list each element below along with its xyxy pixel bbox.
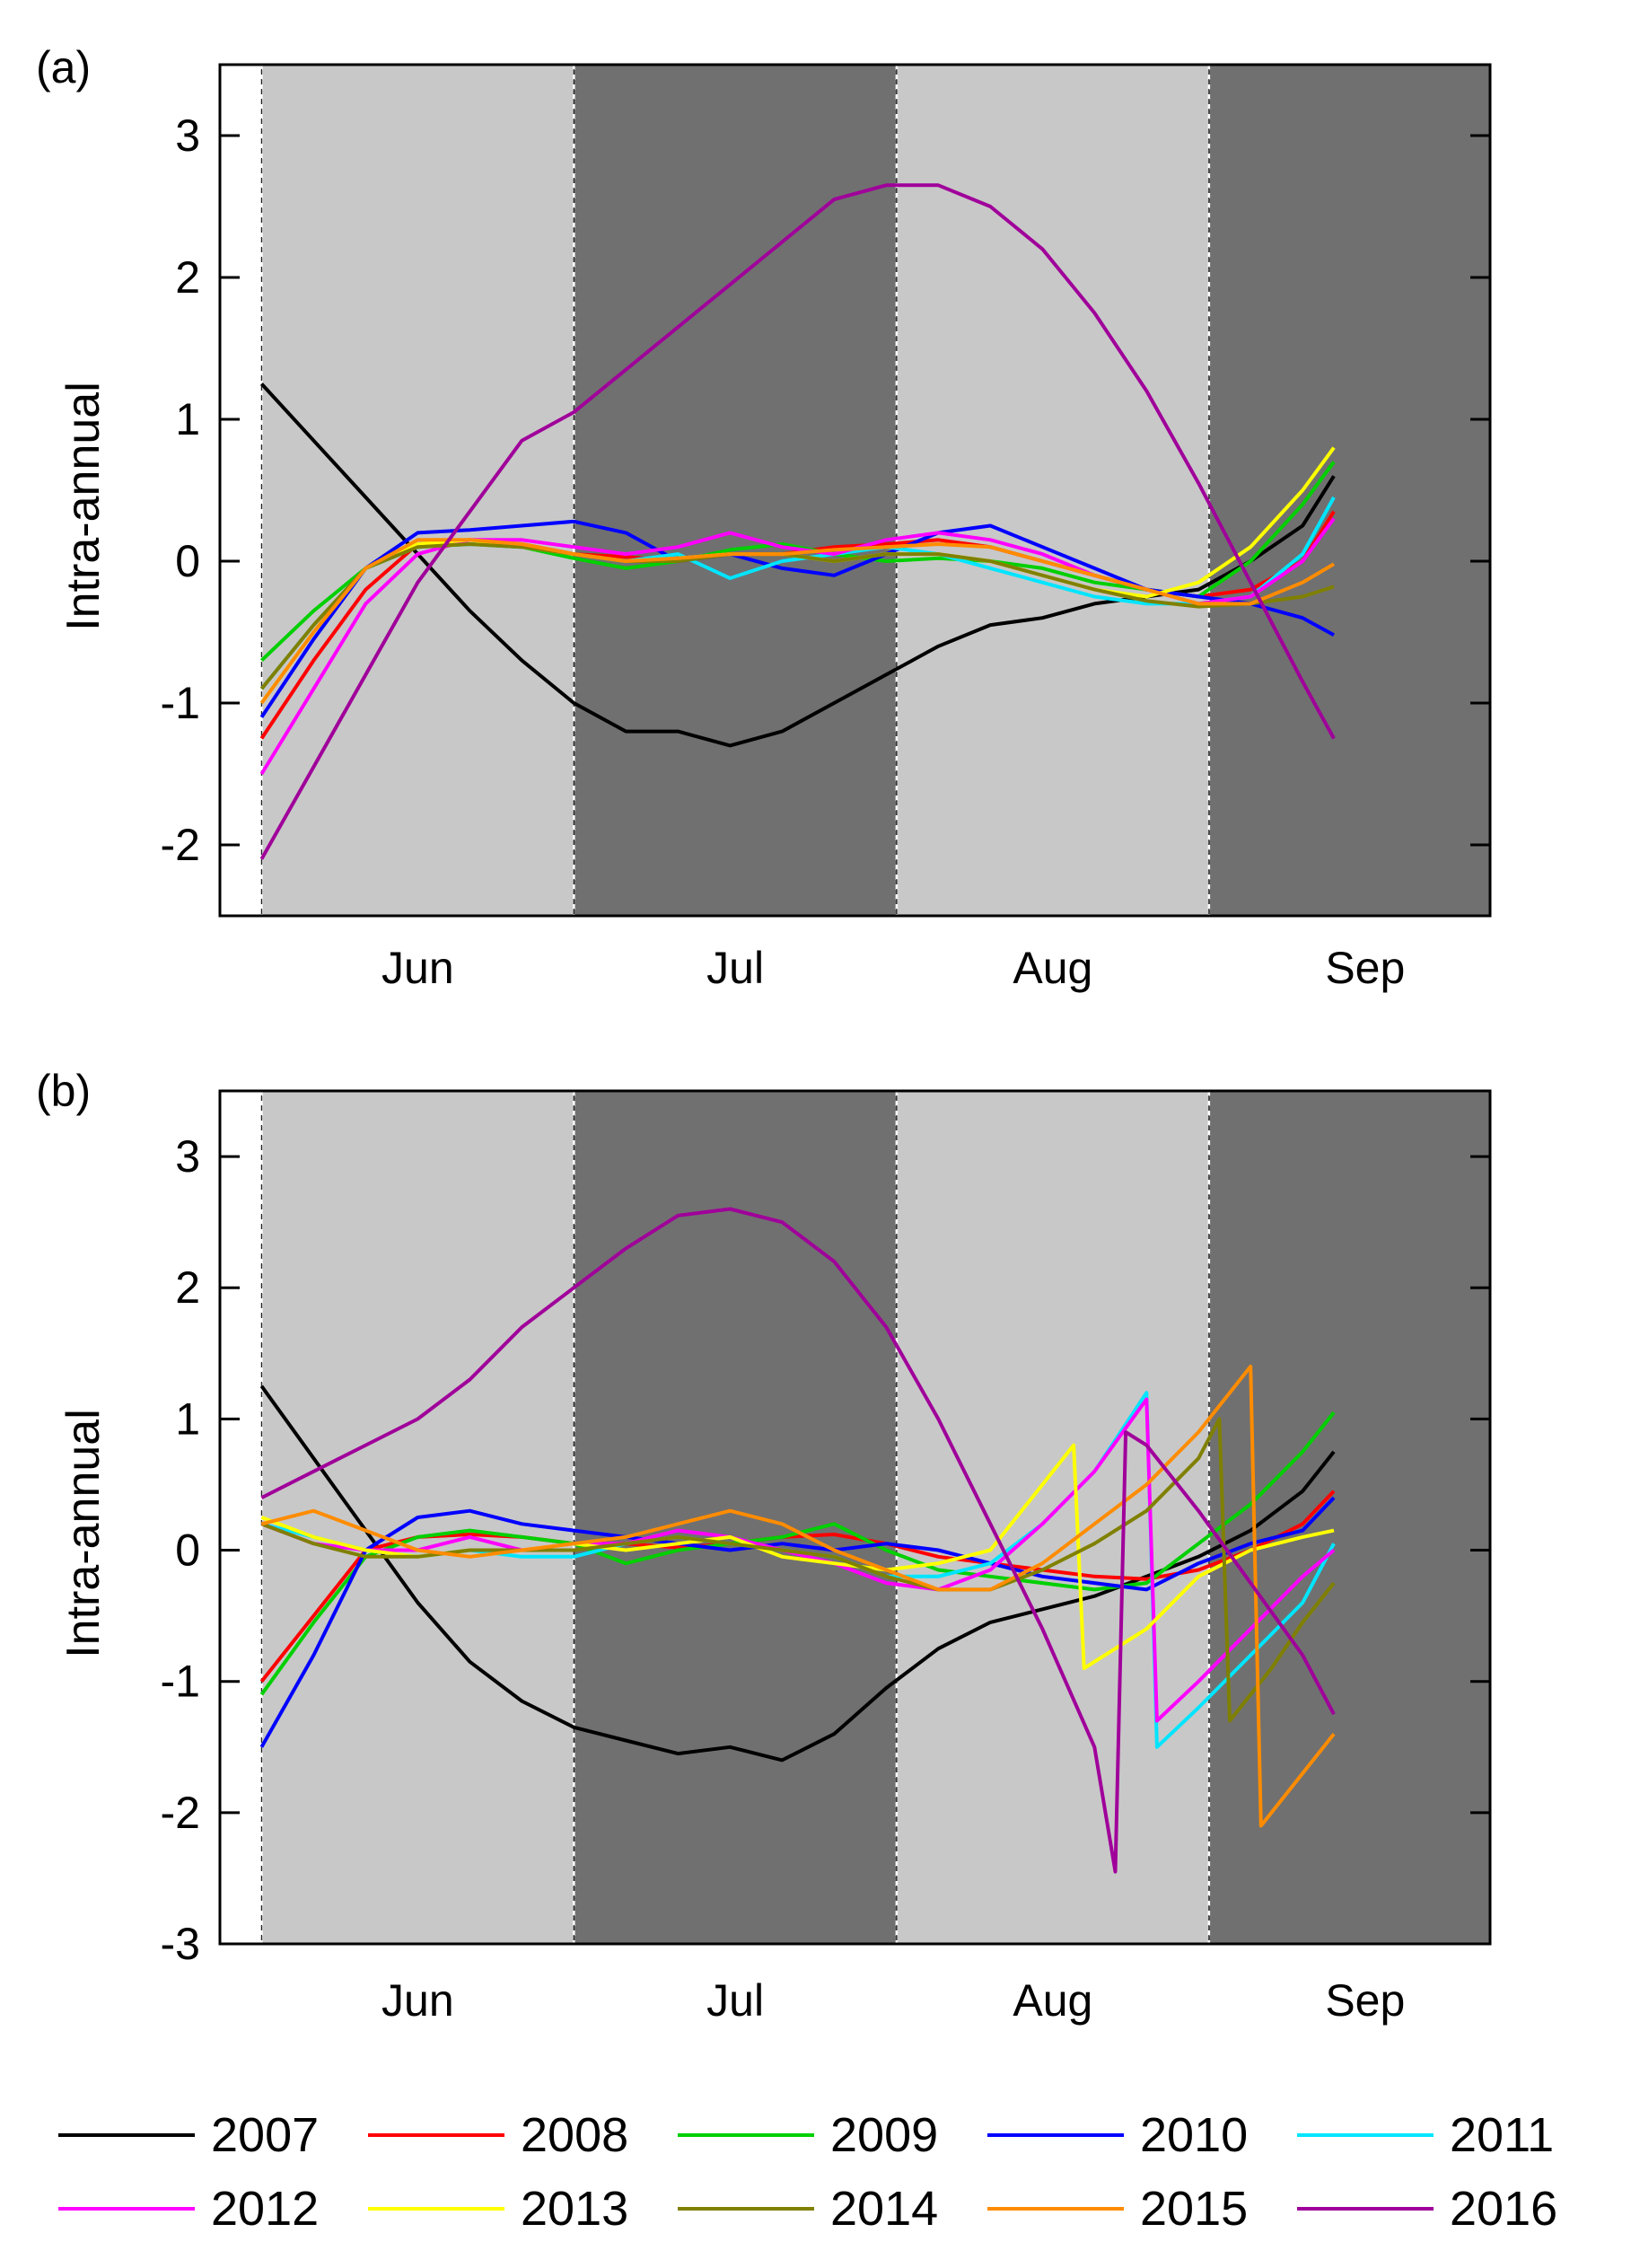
series-line-2015 <box>260 1364 1336 1828</box>
legend-label: 2009 <box>830 2108 938 2162</box>
legend-label: 2012 <box>211 2182 319 2236</box>
legend-label: 2011 <box>1450 2108 1554 2162</box>
legend: 2007 2008 2009 2010 2011 2012 2013 2014 2015 2016 <box>58 2108 1557 2236</box>
series-line-2016 <box>260 1207 1336 1874</box>
y-tick-label: -1 <box>161 678 200 728</box>
series-lines <box>259 1207 1336 1874</box>
month-band-jul <box>574 65 897 916</box>
month-band-jul <box>574 1091 897 1944</box>
legend-item-2010: 2010 <box>987 2108 1248 2162</box>
legend-item-2014: 2014 <box>678 2182 938 2236</box>
panel-label: (b) <box>36 1066 91 1116</box>
plot-frame <box>218 63 1492 918</box>
month-bands <box>260 1091 1490 1944</box>
legend-item-2013: 2013 <box>368 2182 628 2236</box>
series-line-2009 <box>259 1411 1336 1696</box>
legend-label: 2015 <box>1140 2182 1248 2236</box>
legend-item-2015: 2015 <box>987 2182 1248 2236</box>
series-line-2015 <box>259 538 1336 705</box>
series-line-2010 <box>259 519 1335 718</box>
x-month-label-aug: Aug <box>1013 943 1092 993</box>
y-tick-label: 3 <box>175 110 200 161</box>
legend-item-2016: 2016 <box>1297 2182 1557 2236</box>
x-month-label-jun: Jun <box>381 1975 454 2026</box>
month-band-jun <box>261 65 574 916</box>
y-tick-label: 3 <box>175 1131 200 1182</box>
legend-label: 2008 <box>521 2108 628 2162</box>
x-month-label-jul: Jul <box>706 1975 764 2026</box>
legend-label: 2014 <box>830 2182 938 2236</box>
y-tick-label: 1 <box>175 394 200 444</box>
month-bands <box>260 65 1490 916</box>
series-lines <box>259 183 1336 860</box>
y-axis-label: Intra-annual <box>57 382 110 631</box>
x-month-label-sep: Sep <box>1325 943 1405 993</box>
month-band-sep <box>1208 1091 1490 1944</box>
legend-label: 2007 <box>211 2108 319 2162</box>
series-line-2007 <box>259 1385 1336 1763</box>
series-line-2014 <box>260 1417 1336 1723</box>
y-tick-label: 2 <box>175 1262 200 1313</box>
x-axis-ticks: Jun Jul Aug Sep <box>381 1975 1405 2026</box>
x-month-label-jun: Jun <box>381 943 454 993</box>
y-axis-ticks: -3 -2 -1 0 1 2 3 <box>161 1131 1490 1969</box>
y-axis-label: Intra-annual <box>57 1409 110 1658</box>
series-line-2016 <box>259 183 1336 860</box>
x-axis-ticks: Jun Jul Aug Sep <box>381 943 1405 993</box>
month-band-sep <box>1208 65 1490 916</box>
legend-item-2008: 2008 <box>368 2108 628 2162</box>
panel-b: -3 -2 -1 0 1 2 3 Jun Jul Aug Sep (b) Intra-annual <box>36 1066 1492 2026</box>
legend-item-2011: 2011 <box>1297 2108 1554 2162</box>
x-month-label-sep: Sep <box>1325 1975 1405 2026</box>
y-tick-label: -3 <box>161 1919 200 1969</box>
y-tick-label: -1 <box>161 1657 200 1707</box>
month-band-aug <box>896 65 1209 916</box>
legend-label: 2016 <box>1450 2182 1557 2236</box>
y-tick-label: 2 <box>175 252 200 303</box>
legend-item-2012: 2012 <box>58 2182 319 2236</box>
legend-label: 2013 <box>521 2182 628 2236</box>
series-line-2010 <box>259 1496 1336 1748</box>
y-tick-label: 1 <box>175 1393 200 1444</box>
y-axis-ticks: -2 -1 0 1 2 3 <box>161 110 1490 870</box>
y-tick-label: 0 <box>175 1525 200 1576</box>
panel-a: -2 -1 0 1 2 3 Jun Jul Aug Sep (a) Intra-annual <box>36 42 1492 993</box>
legend-item-2007: 2007 <box>58 2108 319 2162</box>
y-tick-label: -2 <box>161 820 200 870</box>
plot-frame <box>218 1089 1492 1946</box>
legend-item-2009: 2009 <box>678 2108 938 2162</box>
x-month-label-jul: Jul <box>706 943 764 993</box>
y-tick-label: 0 <box>175 536 200 586</box>
month-band-aug <box>896 1091 1209 1944</box>
y-tick-label: -2 <box>161 1788 200 1838</box>
panel-label: (a) <box>36 42 91 92</box>
legend-label: 2010 <box>1140 2108 1248 2162</box>
x-month-label-aug: Aug <box>1013 1975 1092 2026</box>
